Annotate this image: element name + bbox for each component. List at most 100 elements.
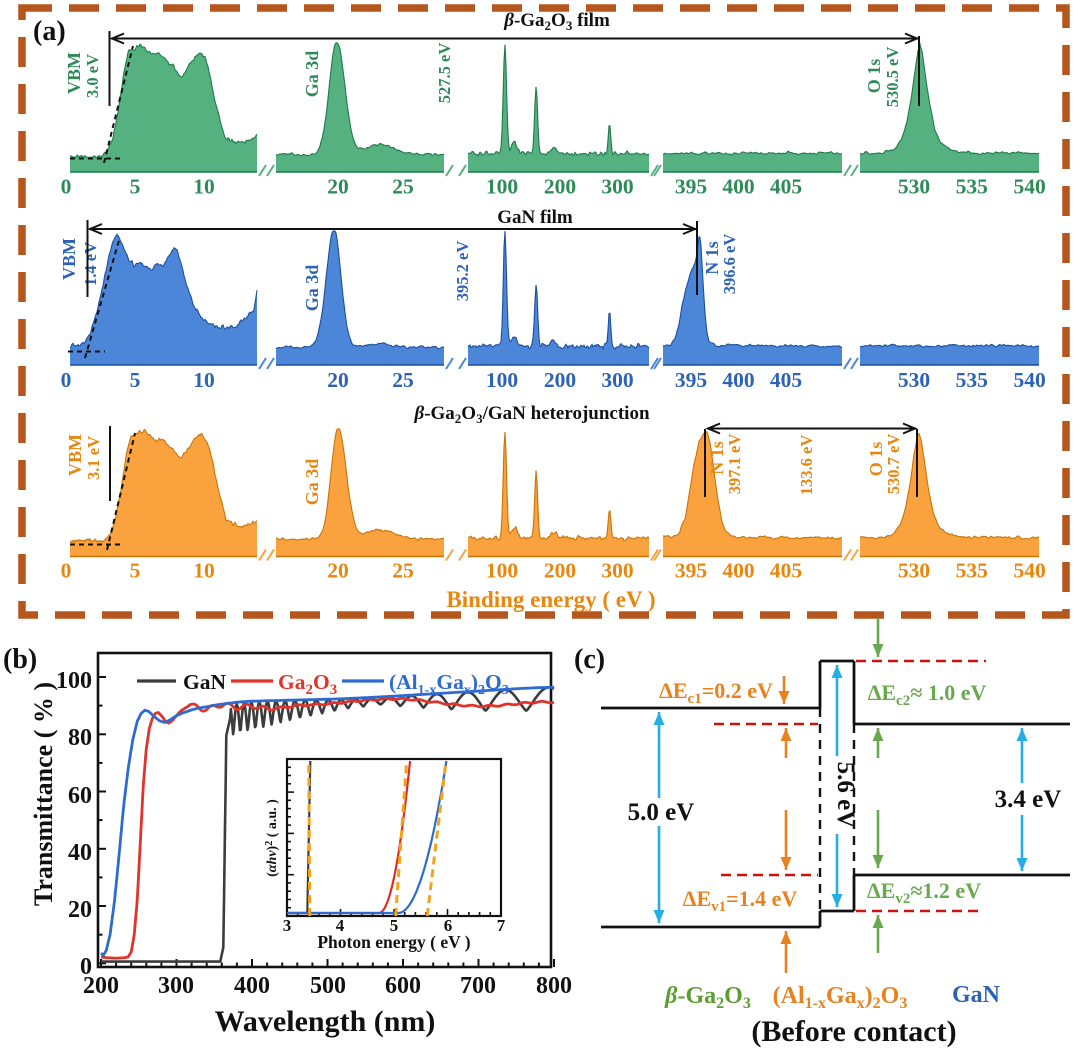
- svg-text:527.5 eV: 527.5 eV: [435, 43, 454, 104]
- svg-text:396.6 eV: 396.6 eV: [720, 234, 739, 295]
- svg-text:1.4 eV: 1.4 eV: [81, 242, 100, 286]
- svg-text:Photon energy ( eV ): Photon energy ( eV ): [317, 932, 470, 952]
- svg-text:300: 300: [601, 559, 633, 583]
- svg-text:20: 20: [68, 897, 92, 923]
- svg-text:530: 530: [898, 368, 930, 392]
- svg-text:5: 5: [130, 559, 141, 583]
- svg-text:0: 0: [61, 175, 72, 199]
- svg-text:397.1 eV: 397.1 eV: [725, 434, 744, 495]
- svg-text:100: 100: [486, 559, 518, 583]
- svg-text:540: 540: [1013, 368, 1045, 392]
- svg-text:GaN: GaN: [183, 670, 226, 694]
- svg-text:VBM: VBM: [64, 52, 84, 94]
- svg-text:0: 0: [80, 954, 92, 980]
- svg-text:(Al1-xGax)2O3: (Al1-xGax)2O3: [389, 670, 509, 698]
- svg-text:3.4 eV: 3.4 eV: [995, 786, 1062, 813]
- svg-text:700: 700: [460, 973, 496, 999]
- svg-text:(b): (b): [3, 644, 37, 675]
- svg-text:(c): (c): [574, 644, 605, 675]
- svg-text:200: 200: [544, 368, 576, 392]
- svg-text:133.6 eV: 133.6 eV: [797, 435, 816, 496]
- svg-text:3.0 eV: 3.0 eV: [83, 54, 102, 98]
- svg-text:395: 395: [675, 368, 707, 392]
- svg-text:7: 7: [497, 916, 506, 935]
- svg-text:405: 405: [770, 368, 802, 392]
- svg-text:3.1 eV: 3.1 eV: [84, 436, 103, 480]
- svg-text:535: 535: [956, 368, 988, 392]
- svg-text:600: 600: [385, 973, 421, 999]
- svg-text:ΔEv1=1.4 eV: ΔEv1=1.4 eV: [683, 886, 798, 915]
- svg-text:0: 0: [61, 368, 72, 392]
- svg-text:Binding energy ( eV ): Binding energy ( eV ): [446, 587, 655, 612]
- svg-text:Ga 3d: Ga 3d: [302, 51, 322, 98]
- svg-text:60: 60: [68, 783, 92, 809]
- svg-text:(Al1-xGax)2O3: (Al1-xGax)2O3: [773, 983, 908, 1012]
- svg-text:100: 100: [486, 368, 518, 392]
- svg-text:VBM: VBM: [59, 238, 79, 280]
- svg-text:ΔEv2≈1.2 eV: ΔEv2≈1.2 eV: [867, 878, 981, 907]
- svg-text:530.5 eV: 530.5 eV: [883, 47, 902, 108]
- svg-text:(αhν)2 ( a.u. ): (αhν)2 ( a.u. ): [264, 799, 280, 877]
- svg-text:400: 400: [722, 175, 754, 199]
- svg-text:20: 20: [327, 175, 349, 199]
- svg-text:N 1s: N 1s: [707, 441, 727, 475]
- svg-text:540: 540: [1013, 559, 1045, 583]
- svg-text:20: 20: [327, 368, 349, 392]
- svg-text:VBM: VBM: [65, 434, 85, 476]
- svg-text:0: 0: [61, 559, 72, 583]
- svg-text:100: 100: [56, 668, 92, 694]
- svg-text:300: 300: [601, 368, 633, 392]
- svg-text:Wavelength (nm): Wavelength (nm): [215, 1005, 436, 1038]
- svg-text:395: 395: [675, 175, 707, 199]
- svg-text:535: 535: [956, 559, 988, 583]
- svg-text:200: 200: [544, 175, 576, 199]
- svg-text:β-Ga2O3 film: β-Ga2O3 film: [503, 10, 610, 33]
- svg-text:5: 5: [130, 368, 141, 392]
- svg-text:5.6 eV: 5.6 eV: [832, 762, 859, 829]
- svg-text:80: 80: [68, 725, 92, 751]
- svg-text:β-Ga2O3/GaN heterojunction: β-Ga2O3/GaN heterojunction: [413, 403, 650, 426]
- svg-text:400: 400: [722, 368, 754, 392]
- svg-text:300: 300: [601, 175, 633, 199]
- svg-text:405: 405: [770, 175, 802, 199]
- svg-text:(Before contact): (Before contact): [751, 1015, 956, 1048]
- svg-text:395: 395: [675, 559, 707, 583]
- svg-text:10: 10: [193, 559, 215, 583]
- svg-text:25: 25: [392, 559, 414, 583]
- svg-text:40: 40: [68, 840, 92, 866]
- svg-text:Ga 3d: Ga 3d: [302, 265, 322, 312]
- svg-text:ΔEc1=0.2 eV: ΔEc1=0.2 eV: [659, 678, 773, 707]
- svg-text:530: 530: [898, 175, 930, 199]
- svg-text:400: 400: [234, 973, 270, 999]
- svg-text:25: 25: [392, 368, 414, 392]
- svg-text:N 1s: N 1s: [702, 241, 722, 275]
- svg-text:O 1s: O 1s: [864, 59, 884, 94]
- svg-text:540: 540: [1013, 175, 1045, 199]
- svg-text:GaN film: GaN film: [497, 207, 573, 228]
- svg-text:20: 20: [327, 559, 349, 583]
- svg-text:Ga 3d: Ga 3d: [302, 459, 322, 506]
- svg-text:535: 535: [956, 175, 988, 199]
- svg-text:100: 100: [486, 175, 518, 199]
- svg-text:200: 200: [83, 973, 119, 999]
- svg-text:400: 400: [722, 559, 754, 583]
- svg-text:10: 10: [193, 368, 215, 392]
- svg-text:β-Ga2O3: β-Ga2O3: [664, 983, 751, 1012]
- svg-text:5: 5: [390, 916, 399, 935]
- svg-text:4: 4: [336, 916, 345, 935]
- svg-text:500: 500: [310, 973, 346, 999]
- svg-text:300: 300: [158, 973, 194, 999]
- svg-text:25: 25: [392, 175, 414, 199]
- svg-text:405: 405: [770, 559, 802, 583]
- svg-text:GaN: GaN: [952, 982, 1001, 1008]
- svg-text:530.7 eV: 530.7 eV: [884, 434, 903, 495]
- svg-text:530: 530: [898, 559, 930, 583]
- svg-text:800: 800: [536, 973, 572, 999]
- svg-text:(a): (a): [33, 16, 66, 47]
- svg-text:Transmittance ( % ): Transmittance ( % ): [29, 682, 58, 906]
- svg-text:5.0 eV: 5.0 eV: [628, 799, 695, 826]
- svg-text:5: 5: [130, 175, 141, 199]
- svg-text:395.2 eV: 395.2 eV: [453, 241, 472, 302]
- svg-text:10: 10: [193, 175, 215, 199]
- svg-text:200: 200: [544, 559, 576, 583]
